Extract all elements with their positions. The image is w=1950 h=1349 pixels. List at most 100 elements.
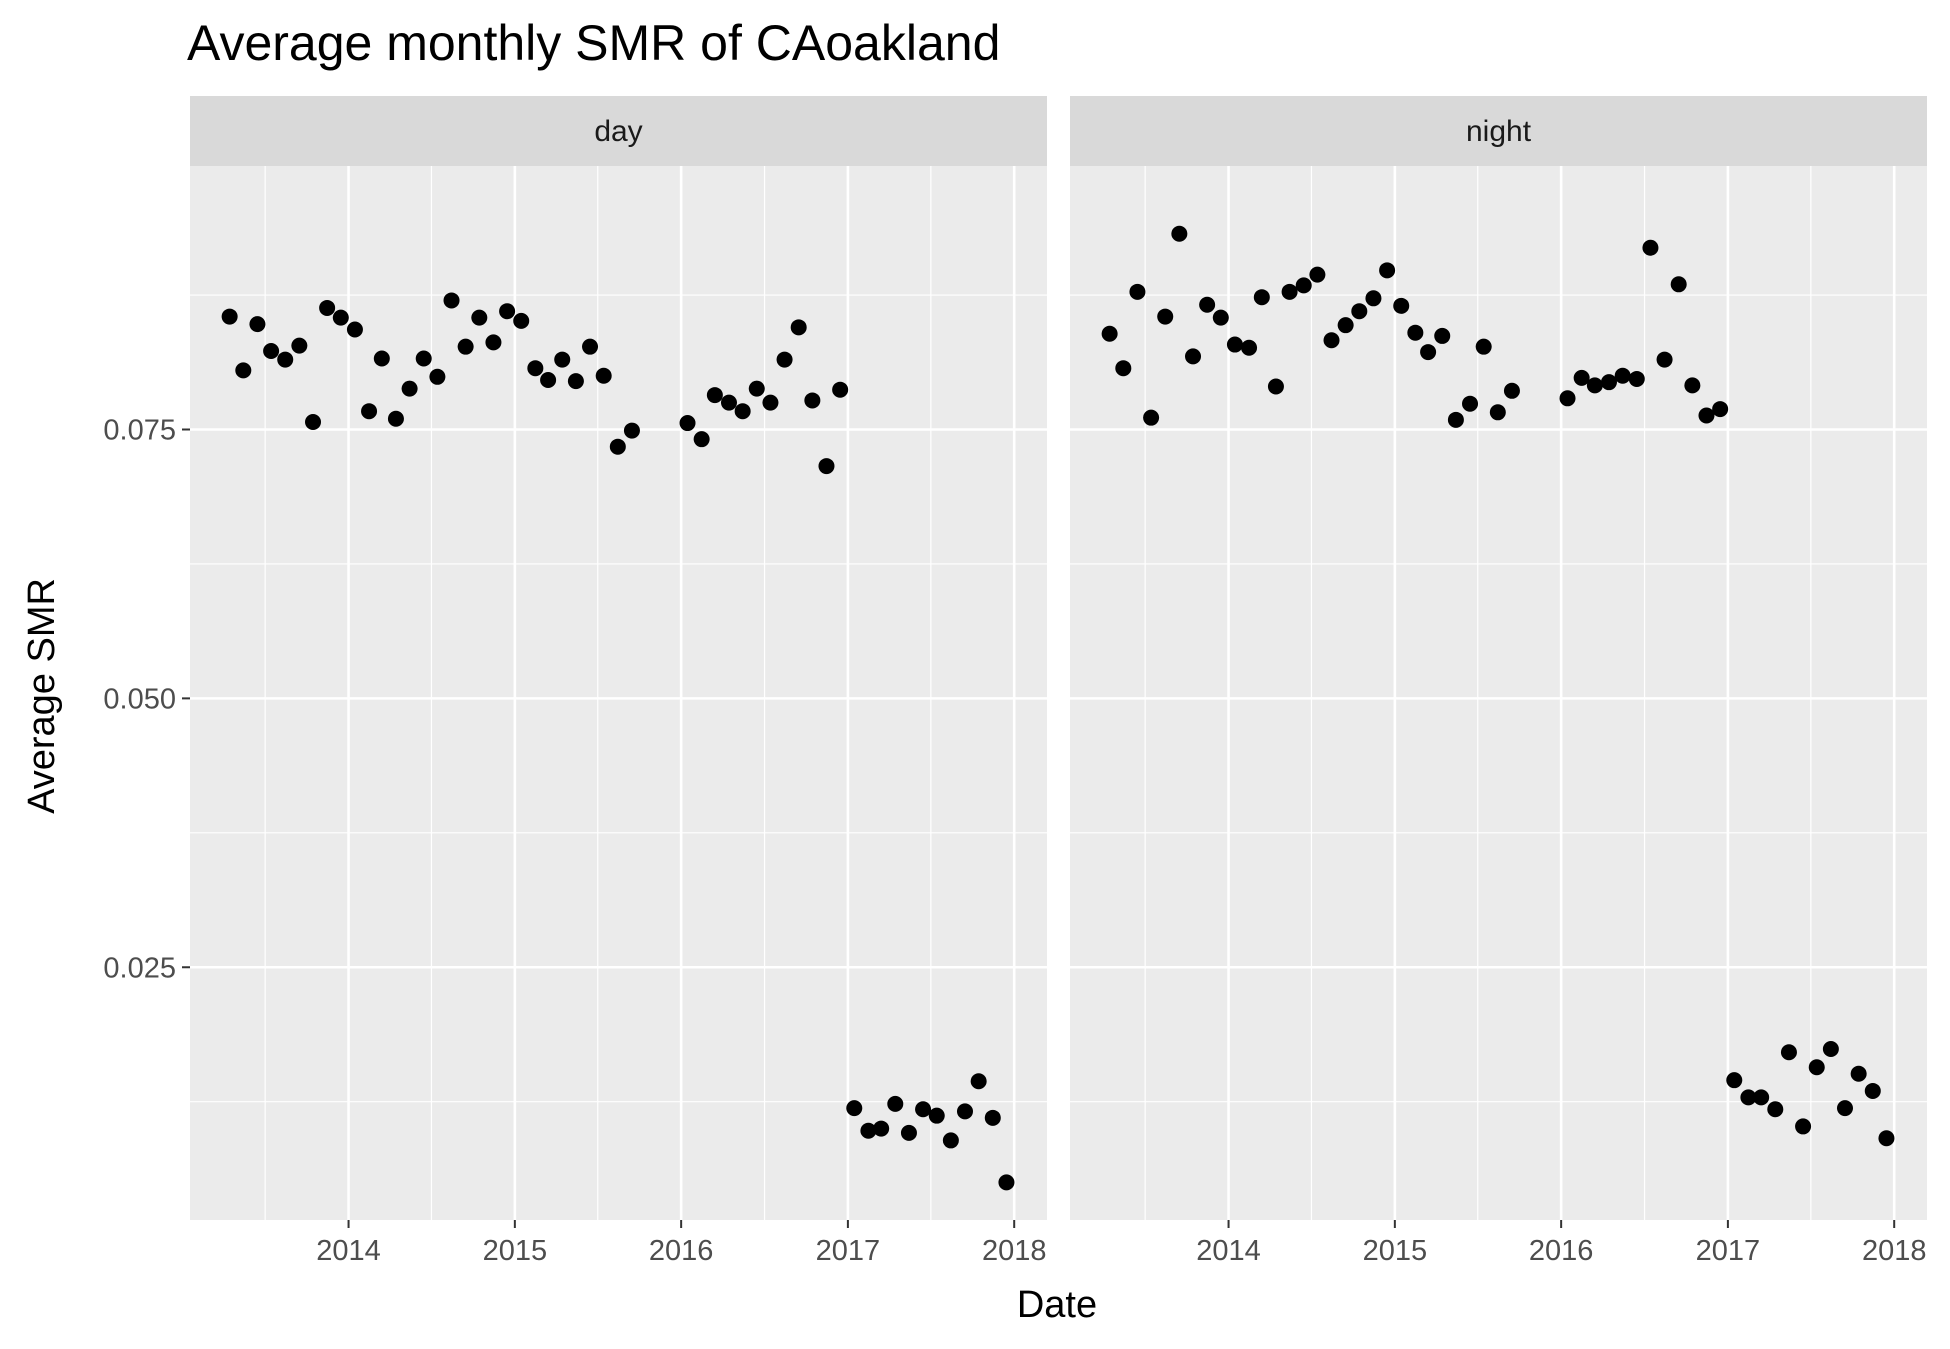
data-point [1753,1089,1770,1106]
data-point [998,1174,1015,1191]
data-point [1241,339,1258,356]
data-point [595,367,612,384]
x-tick-label: 2014 [316,1235,381,1267]
data-point [1420,344,1437,361]
panel-background [190,166,1047,1220]
data-point [818,458,835,475]
data-point [915,1101,932,1118]
y-axis-title: Average SMR [21,578,63,814]
data-point [1309,266,1326,283]
y-tick-label: 0.025 [103,952,176,984]
x-tick-label: 2015 [483,1235,548,1267]
data-point [720,394,737,411]
data-point [1379,262,1396,279]
x-axis-title: Date [1017,1284,1097,1326]
data-point [1185,348,1202,365]
data-point [401,380,418,397]
data-point [1670,276,1687,293]
data-point [429,368,446,385]
panel-background [1070,166,1927,1220]
data-point [387,410,404,427]
data-point [1199,296,1216,313]
data-point [942,1132,959,1149]
data-point [1143,409,1160,426]
data-point [1267,378,1284,395]
x-tick-label: 2017 [1696,1235,1761,1267]
panel-night: night 2014 2015 2016 2017 2018 [1070,96,1927,1267]
data-point [1489,404,1506,421]
data-point [928,1107,945,1124]
data-point [776,351,793,368]
data-point [1822,1040,1839,1057]
data-point [1157,308,1174,325]
data-point [1573,369,1590,386]
data-point [1878,1130,1895,1147]
panel-day: day 2014 2015 2016 2017 2018 0.025 0.050 0.075 [103,96,1047,1267]
data-point [1712,401,1729,418]
data-point [373,350,390,367]
data-point [1475,338,1492,355]
data-point [319,299,336,316]
data-point [457,338,474,355]
data-point [1393,297,1410,314]
data-point [221,308,238,325]
data-point [249,316,266,333]
data-point [235,362,252,379]
data-point [1614,367,1631,384]
y-tick-label: 0.075 [103,415,176,447]
chart-title: Average monthly SMR of CAoakland [187,15,1000,71]
data-point [1836,1100,1853,1117]
data-point [1115,360,1132,377]
data-point [1850,1065,1867,1082]
data-point [762,394,779,411]
data-point [305,413,322,430]
data-point [1212,309,1229,326]
data-point [1600,374,1617,391]
data-point [1101,325,1118,342]
data-point [471,309,488,326]
data-point [1795,1118,1812,1135]
data-point [1642,239,1659,256]
data-point [361,403,378,420]
x-tick-label: 2017 [816,1235,881,1267]
data-point [804,392,821,409]
x-tick-label: 2016 [649,1235,714,1267]
data-point [277,351,294,368]
data-point [1281,283,1298,300]
data-point [609,438,626,455]
data-point [1407,324,1424,341]
data-point [873,1120,890,1137]
data-point [1365,290,1382,307]
facet-strip-label: day [594,115,642,148]
x-tick-label: 2015 [1363,1235,1428,1267]
data-point [679,415,696,432]
y-tick-label: 0.050 [103,683,176,715]
data-point [1503,382,1520,399]
data-point [1740,1089,1757,1106]
data-point [1726,1072,1743,1089]
data-point [567,373,584,390]
data-point [1628,370,1645,387]
data-point [693,431,710,448]
data-point [1253,289,1270,306]
data-point [499,303,516,320]
data-point [443,292,460,309]
data-point [790,319,807,336]
x-tick-label: 2016 [1529,1235,1594,1267]
data-point [706,387,723,404]
data-point [291,337,308,354]
data-point [748,380,765,397]
data-point [1684,377,1701,394]
data-point [1323,332,1340,349]
data-point [887,1095,904,1112]
data-point [984,1109,1001,1126]
data-point [970,1073,987,1090]
data-point [846,1100,863,1117]
plot-layer: day 2014 2015 2016 2017 2018 0.025 0.050 0.075 ni… [103,96,1927,1267]
data-point [1129,283,1146,300]
data-point [1447,411,1464,428]
data-point [956,1103,973,1120]
data-point [734,403,751,420]
data-point [332,309,349,326]
